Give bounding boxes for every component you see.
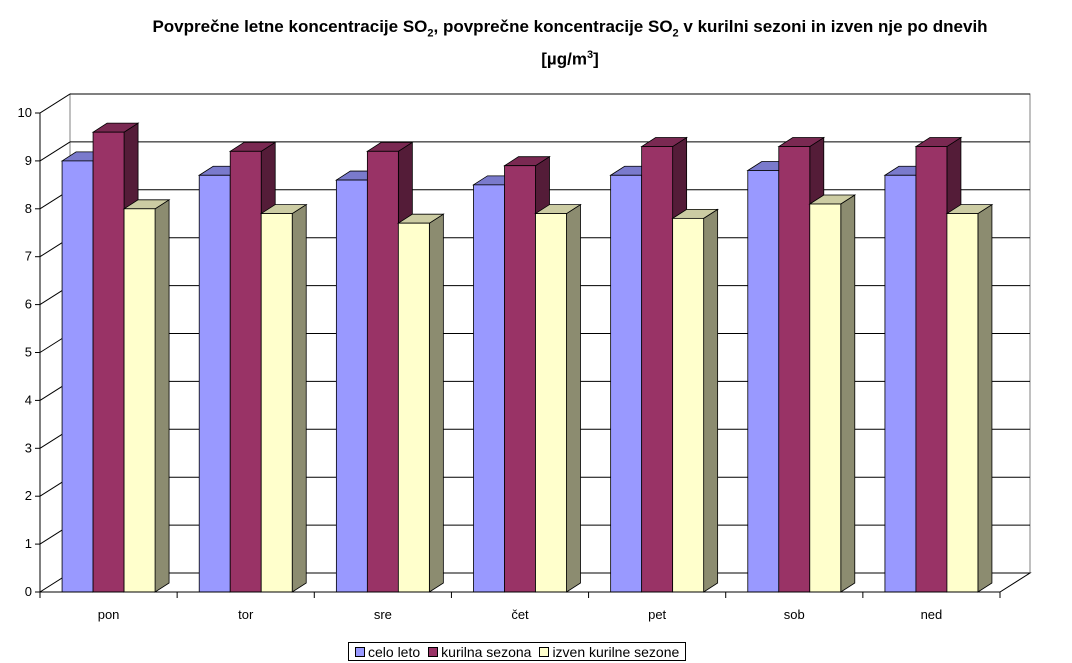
bar-front-sre-izven-kurilne-sezone (397, 222, 430, 593)
bar-front-sre-celo-leto (335, 179, 368, 593)
bar-front-pon-izven-kurilne-sezone (123, 208, 156, 593)
chart-title: Povprečne letne koncentracije SO2, povpr… (70, 16, 1070, 71)
legend-label-kurilna-sezona: kurilna sezona (441, 643, 532, 660)
bar-tor-izven-kurilne-sezone (259, 203, 308, 593)
bar-front-ned-celo-leto (884, 174, 917, 593)
legend-item-izven-kurilne-sezone: izven kurilne sezone (539, 644, 679, 660)
bar-front-čet-izven-kurilne-sezone (535, 213, 567, 593)
bar-side-pet-izven-kurilne-sezone (703, 208, 719, 593)
bar-front-sob-celo-leto (747, 170, 780, 593)
title-sub-1: 2 (427, 27, 434, 40)
bar-side-tor-izven-kurilne-sezone (291, 203, 307, 593)
legend-swatch-kurilna-sezona (428, 646, 439, 657)
bar-front-sob-kurilna-sezona (778, 146, 811, 593)
y-tick-label-7: 7 (25, 249, 32, 264)
bar-side-čet-izven-kurilne-sezone (566, 203, 581, 593)
bar-front-pon-celo-leto (61, 160, 94, 593)
bar-front-tor-celo-leto (198, 174, 231, 593)
x-tick-label-čet: čet (511, 607, 529, 622)
legend-item-kurilna-sezona: kurilna sezona (428, 644, 531, 660)
bar-side-sre-izven-kurilne-sezone (428, 213, 444, 593)
bar-front-čet-kurilna-sezona (504, 165, 536, 593)
bar-pet-izven-kurilne-sezone (671, 208, 720, 593)
y-tick-label-9: 9 (25, 153, 32, 168)
bar-sob-izven-kurilne-sezone (808, 194, 857, 593)
bar-side-ned-izven-kurilne-sezone (977, 203, 993, 593)
bars (60, 122, 994, 593)
title-text-2: , povprečne koncentracije SO (433, 17, 673, 36)
y-tick-label-0: 0 (25, 584, 32, 599)
y-tick-label-3: 3 (25, 440, 32, 455)
x-tick-label-sob: sob (784, 607, 805, 622)
title-sub-2: 2 (672, 27, 679, 40)
legend-swatch-izven-kurilne-sezone (539, 646, 550, 657)
gridline-side-10 (39, 93, 71, 114)
axes: 0 1 2 3 4 5 6 7 8 9 10 pon tor sre čet pet sob ned (18, 105, 1001, 622)
x-tick-label-ned: ned (921, 607, 943, 622)
bar-front-ned-izven-kurilne-sezone (946, 213, 979, 593)
bar-front-pet-kurilna-sezona (641, 146, 674, 593)
bar-pon-izven-kurilne-sezone (122, 199, 171, 593)
bar-front-tor-izven-kurilne-sezone (260, 213, 293, 593)
y-tick-label-2: 2 (25, 488, 32, 503)
legend-label-izven-kurilne-sezone: izven kurilne sezone (552, 643, 680, 660)
legend-label-celo-leto: celo leto (368, 643, 421, 660)
x-tick-label-sre: sre (374, 607, 392, 622)
bar-front-sre-kurilna-sezona (366, 150, 399, 593)
title-text-1: Povprečne letne koncentracije SO (152, 17, 428, 36)
x-tick-label-pet: pet (648, 607, 666, 622)
bar-front-ned-kurilna-sezona (915, 146, 948, 593)
x-tick-label-tor: tor (238, 607, 254, 622)
bar-front-čet-celo-leto (473, 184, 505, 593)
y-tick-label-8: 8 (25, 201, 32, 216)
bar-side-pon-izven-kurilne-sezone (154, 199, 170, 593)
legend-item-celo-leto: celo leto (355, 644, 420, 660)
bar-side-sob-izven-kurilne-sezone (840, 194, 856, 593)
y-tick-label-5: 5 (25, 345, 32, 360)
bar-front-pet-celo-leto (610, 174, 643, 593)
bar-front-pet-izven-kurilne-sezone (672, 217, 705, 593)
bar-ned-izven-kurilne-sezone (945, 203, 994, 593)
y-tick-label-4: 4 (25, 392, 32, 407)
bar-sre-izven-kurilne-sezone (396, 213, 445, 593)
bar-čet-izven-kurilne-sezone (534, 203, 582, 593)
title-unit-close: ] (593, 50, 599, 70)
y-tick-label-10: 10 (18, 105, 32, 120)
legend-swatch-celo-leto (355, 646, 365, 657)
legend: celo leto kurilna sezona izven kurilne s… (348, 642, 687, 661)
bar-front-pon-kurilna-sezona (92, 131, 125, 593)
y-tick-label-1: 1 (25, 536, 32, 551)
title-unit-sup: 3 (586, 49, 594, 62)
title-unit-open: [µg/m (541, 50, 587, 70)
y-tick-label-6: 6 (25, 297, 32, 312)
chart-plot: 0 1 2 3 4 5 6 7 8 9 10 pon tor sre čet pet sob ned (18, 93, 1032, 622)
bar-front-sob-izven-kurilne-sezone (809, 203, 842, 593)
x-tick-label-pon: pon (98, 607, 120, 622)
bar-front-tor-kurilna-sezona (229, 150, 262, 593)
title-text-3: v kurilni sezoni in izven nje po dnevih (678, 17, 988, 36)
gridline-side-9 (39, 141, 71, 162)
